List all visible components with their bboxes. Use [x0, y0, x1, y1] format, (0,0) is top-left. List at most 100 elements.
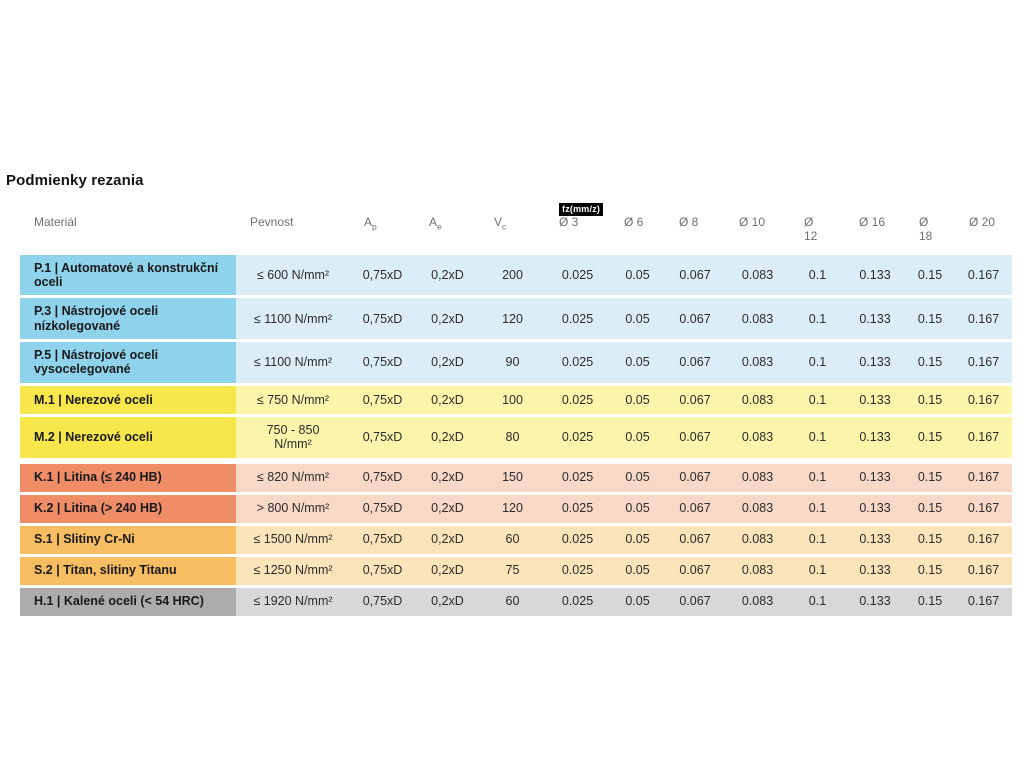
value-cell: 0.025 [545, 342, 610, 383]
value-cell: ≤ 1100 N/mm² [236, 298, 350, 340]
material-cell: P.3 | Nástrojové oceli nízkolegované [20, 298, 236, 340]
col-header-d6: Ø 6 [624, 215, 644, 229]
value-cell: 0.133 [845, 254, 905, 296]
page-title: Podmienky rezania [6, 172, 144, 189]
value-cell: 0.05 [610, 556, 665, 585]
col-header-d16: Ø 16 [859, 215, 886, 229]
value-cell: 0.1 [790, 385, 845, 414]
col-header-d10: Ø 10 [739, 215, 766, 229]
value-cell: 0.025 [545, 298, 610, 340]
value-cell: > 800 N/mm² [236, 494, 350, 523]
value-cell: 0,75xD [350, 385, 415, 414]
value-cell: 0,75xD [350, 525, 415, 554]
material-cell: P.1 | Automatové a konstrukční oceli [20, 254, 236, 296]
value-cell: 0.083 [725, 416, 790, 458]
value-cell: ≤ 1100 N/mm² [236, 342, 350, 383]
col-header-d18: Ø 18 [919, 215, 933, 243]
value-cell: 0.1 [790, 525, 845, 554]
table-row: P.3 | Nástrojové oceli nízkolegované ≤ 11… [20, 298, 1012, 340]
material-cell: S.1 | Slitiny Cr-Ni [20, 525, 236, 554]
value-cell: 0.133 [845, 556, 905, 585]
value-cell: 0.167 [955, 494, 1012, 523]
material-cell: K.1 | Litina (≤ 240 HB) [20, 463, 236, 492]
header-row: Materiál Pevnost Ap Ae Vc fz(mm/z) Ø 3 Ø … [20, 202, 1012, 252]
value-cell: 0.15 [905, 298, 955, 340]
value-cell: 0,2xD [415, 463, 480, 492]
col-header-pevnost: Pevnost [250, 215, 294, 229]
value-cell: 0.083 [725, 494, 790, 523]
value-cell: 75 [480, 556, 545, 585]
value-cell: 0.067 [665, 342, 725, 383]
value-cell: 0.15 [905, 416, 955, 458]
value-cell: 100 [480, 385, 545, 414]
value-cell: 0,75xD [350, 556, 415, 585]
value-cell: 0.1 [790, 254, 845, 296]
value-cell: 0.1 [790, 416, 845, 458]
value-cell: ≤ 1500 N/mm² [236, 525, 350, 554]
fz-unit-badge: fz(mm/z) [559, 203, 604, 217]
value-cell: 0.133 [845, 416, 905, 458]
value-cell: 0.083 [725, 254, 790, 296]
value-cell: 0.05 [610, 463, 665, 492]
value-cell: 60 [480, 587, 545, 616]
value-cell: 0.083 [725, 463, 790, 492]
value-cell: 0.133 [845, 587, 905, 616]
subscript-p: p [372, 221, 377, 232]
value-cell: 0.025 [545, 416, 610, 458]
value-cell: 80 [480, 416, 545, 458]
value-cell: 0.025 [545, 254, 610, 296]
value-cell: 0.083 [725, 556, 790, 585]
value-cell: 0.133 [845, 463, 905, 492]
value-cell: 0.167 [955, 416, 1012, 458]
value-cell: 0.167 [955, 525, 1012, 554]
value-cell: 0.067 [665, 254, 725, 296]
col-header-material: Materiál [34, 215, 77, 229]
value-cell: 0,75xD [350, 587, 415, 616]
value-cell: ≤ 600 N/mm² [236, 254, 350, 296]
value-cell: 0,75xD [350, 416, 415, 458]
col-header-d20: Ø 20 [969, 215, 996, 229]
col-header-vc: Vc [494, 215, 507, 232]
value-cell: 0.15 [905, 556, 955, 585]
value-cell: 0.15 [905, 342, 955, 383]
value-cell: 0,2xD [415, 587, 480, 616]
subscript-c: c [502, 221, 507, 232]
value-cell: ≤ 750 N/mm² [236, 385, 350, 414]
subscript-e: e [437, 221, 442, 232]
value-cell: 750 - 850 N/mm² [236, 416, 350, 458]
table-row: K.2 | Litina (> 240 HB) > 800 N/mm² 0,75xD… [20, 494, 1012, 523]
value-cell: 0,2xD [415, 494, 480, 523]
value-cell: 0.083 [725, 525, 790, 554]
value-cell: 0.1 [790, 342, 845, 383]
value-cell: 0.15 [905, 463, 955, 492]
material-cell: M.2 | Nerezové oceli [20, 416, 236, 458]
value-cell: 0,2xD [415, 525, 480, 554]
value-cell: 0,2xD [415, 298, 480, 340]
value-cell: 0.067 [665, 525, 725, 554]
value-cell: 0.025 [545, 525, 610, 554]
value-cell: 0.05 [610, 254, 665, 296]
value-cell: ≤ 1920 N/mm² [236, 587, 350, 616]
value-cell: 0.067 [665, 494, 725, 523]
value-cell: 0.067 [665, 587, 725, 616]
value-cell: 0.05 [610, 416, 665, 458]
value-cell: 0.1 [790, 556, 845, 585]
value-cell: 150 [480, 463, 545, 492]
value-cell: 0.067 [665, 416, 725, 458]
value-cell: 0.1 [790, 494, 845, 523]
value-cell: ≤ 820 N/mm² [236, 463, 350, 492]
value-cell: 0.025 [545, 385, 610, 414]
value-cell: 0.15 [905, 494, 955, 523]
value-cell: 0.05 [610, 298, 665, 340]
value-cell: 0.133 [845, 298, 905, 340]
col-header-ae: Ae [429, 215, 442, 232]
value-cell: 0.167 [955, 254, 1012, 296]
value-cell: 0,2xD [415, 342, 480, 383]
material-cell: K.2 | Litina (> 240 HB) [20, 494, 236, 523]
value-cell: 0.05 [610, 385, 665, 414]
value-cell: 0.167 [955, 463, 1012, 492]
value-cell: 0.083 [725, 587, 790, 616]
value-cell: 0.083 [725, 298, 790, 340]
material-cell: M.1 | Nerezové oceli [20, 385, 236, 414]
col-header-d3: fz(mm/z) Ø 3 [545, 202, 610, 252]
